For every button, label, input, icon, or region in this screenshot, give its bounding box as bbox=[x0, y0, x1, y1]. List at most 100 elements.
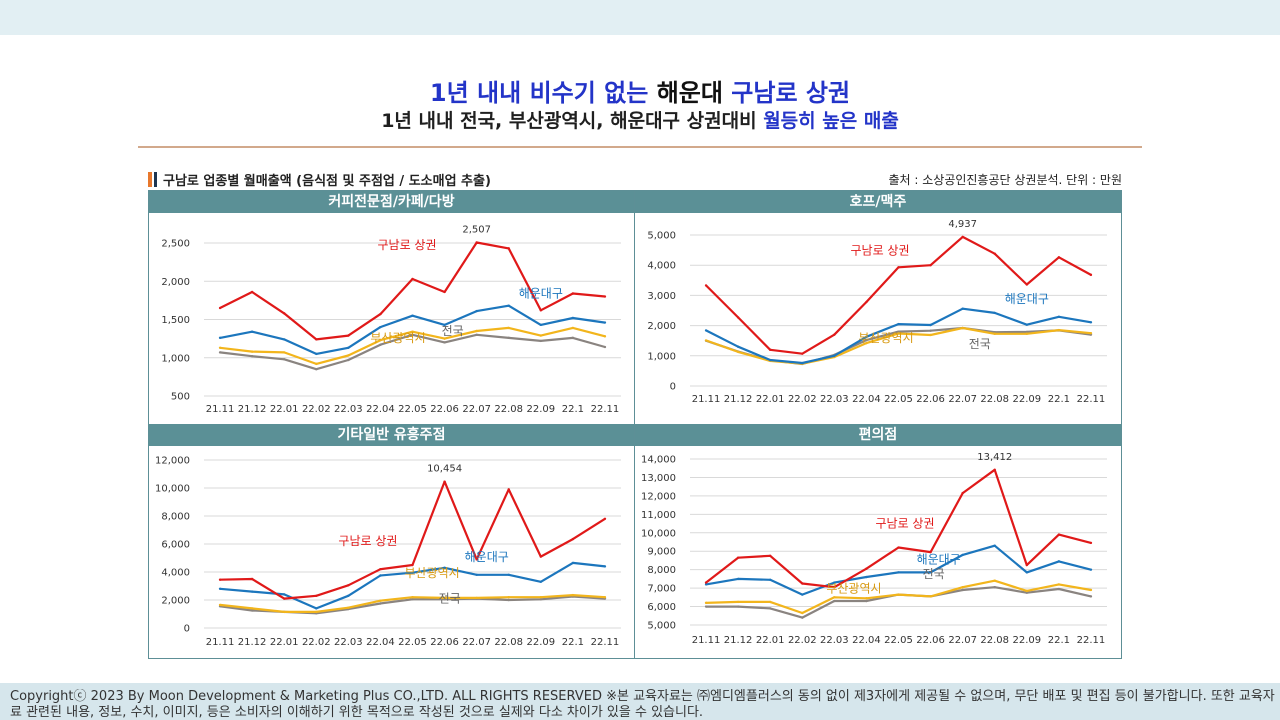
x-tick-label: 22.11 bbox=[591, 404, 620, 415]
data-point-haeundae bbox=[865, 335, 868, 338]
data-point-national bbox=[507, 598, 510, 602]
data-point-haeundae bbox=[411, 314, 414, 317]
x-tick-label: 22.09 bbox=[1012, 635, 1041, 646]
y-tick-label: 3,000 bbox=[647, 291, 676, 302]
x-tick-label: 21.11 bbox=[692, 635, 721, 646]
section-title-text: 구남로 업종별 월매출액 (음식점 및 주점업 / 도소매업 추출) bbox=[163, 174, 491, 189]
data-point-haeundae bbox=[539, 323, 543, 327]
data-point-national bbox=[218, 351, 222, 354]
series-label-haeundae: 해운대구 bbox=[917, 552, 961, 566]
data-point-busan bbox=[571, 326, 575, 330]
section-marker-navy bbox=[154, 172, 157, 187]
x-tick-label: 22.05 bbox=[398, 404, 427, 415]
data-point-haeundae bbox=[1089, 568, 1093, 571]
x-tick-label: 22.07 bbox=[948, 394, 977, 405]
peak-data-label: 10,454 bbox=[427, 464, 462, 475]
series-label-national: 전국 bbox=[969, 337, 991, 351]
x-tick-label: 22.01 bbox=[756, 394, 785, 405]
chart-title: 커피전문점/카페/다방 bbox=[149, 191, 634, 213]
data-point-haeundae bbox=[929, 323, 932, 327]
page-title: 1년 내내 비수기 없는 해운대 구남로 상권 bbox=[0, 73, 1280, 108]
data-point-gunamro bbox=[961, 491, 964, 495]
data-point-gunamro bbox=[315, 594, 318, 597]
title-divider bbox=[138, 146, 1142, 148]
data-point-gunamro bbox=[929, 264, 932, 267]
x-tick-label: 22.06 bbox=[916, 394, 945, 405]
series-label-gunamro: 구남로 상권 bbox=[851, 243, 910, 257]
series-label-gunamro: 구남로 상권 bbox=[876, 517, 935, 531]
y-tick-label: 2,000 bbox=[161, 277, 190, 288]
data-point-gunamro bbox=[218, 306, 222, 310]
data-point-haeundae bbox=[961, 307, 964, 310]
y-tick-label: 12,000 bbox=[641, 491, 676, 502]
data-point-gunamro bbox=[443, 290, 446, 294]
data-point-gunamro bbox=[347, 584, 350, 587]
x-tick-label: 22.05 bbox=[884, 394, 913, 405]
data-point-gunamro bbox=[379, 312, 382, 316]
data-point-haeundae bbox=[571, 561, 575, 565]
y-tick-label: 9,000 bbox=[647, 547, 676, 558]
data-point-haeundae bbox=[282, 593, 286, 596]
y-tick-label: 2,000 bbox=[647, 321, 676, 332]
data-point-haeundae bbox=[443, 566, 446, 569]
data-point-national bbox=[736, 605, 740, 608]
data-point-busan bbox=[961, 326, 964, 330]
data-point-national bbox=[1089, 595, 1093, 598]
peak-data-label: 13,412 bbox=[977, 452, 1012, 463]
data-point-haeundae bbox=[897, 571, 900, 574]
data-point-national bbox=[347, 358, 350, 362]
data-point-haeundae bbox=[1025, 571, 1029, 574]
y-tick-label: 2,000 bbox=[161, 596, 190, 607]
x-tick-label: 22.09 bbox=[1012, 394, 1041, 405]
data-point-haeundae bbox=[218, 587, 222, 590]
data-point-busan bbox=[218, 603, 222, 607]
x-tick-label: 22.08 bbox=[494, 404, 523, 415]
data-point-gunamro bbox=[1025, 563, 1029, 567]
y-tick-label: 4,000 bbox=[647, 261, 676, 272]
x-tick-label: 22.04 bbox=[366, 404, 395, 415]
data-point-gunamro bbox=[865, 300, 868, 304]
data-point-busan bbox=[507, 326, 510, 330]
data-point-haeundae bbox=[1057, 315, 1061, 319]
chart-panel-coffee: 커피전문점/카페/다방 500 1,000 1,500 2,000 2,500 21.11… bbox=[149, 191, 634, 422]
data-point-gunamro bbox=[411, 563, 414, 567]
data-point-national bbox=[1025, 591, 1029, 594]
series-label-busan: 부산광역시 bbox=[405, 566, 460, 580]
data-point-busan bbox=[865, 597, 868, 600]
y-tick-label: 0 bbox=[670, 382, 676, 393]
series-label-busan: 부산광역시 bbox=[370, 331, 425, 345]
data-point-gunamro bbox=[833, 585, 836, 589]
data-point-gunamro bbox=[539, 555, 543, 558]
data-point-gunamro bbox=[507, 247, 510, 250]
data-point-gunamro bbox=[801, 352, 804, 355]
data-point-gunamro bbox=[250, 577, 254, 581]
y-tick-label: 10,000 bbox=[641, 528, 676, 539]
x-tick-label: 22.03 bbox=[820, 635, 849, 646]
data-point-gunamro bbox=[1057, 533, 1061, 536]
x-tick-label: 22.08 bbox=[494, 637, 523, 648]
data-point-busan bbox=[603, 596, 607, 599]
data-point-haeundae bbox=[768, 578, 772, 582]
x-tick-label: 21.11 bbox=[692, 394, 721, 405]
data-point-national bbox=[507, 336, 510, 340]
x-tick-label: 22.08 bbox=[980, 394, 1009, 405]
data-point-gunamro bbox=[539, 309, 543, 312]
title-part-1: 1년 내내 비수기 없는 bbox=[429, 79, 657, 107]
data-point-busan bbox=[250, 607, 254, 610]
data-point-busan bbox=[736, 600, 740, 604]
source-note: 출처 : 소상공인진흥공단 상권분석. 단위 : 만원 bbox=[888, 173, 1122, 187]
data-point-busan bbox=[539, 334, 543, 337]
series-label-busan: 부산광역시 bbox=[858, 331, 913, 345]
y-tick-label: 8,000 bbox=[647, 565, 676, 576]
data-point-national bbox=[443, 341, 446, 344]
subtitle-part-1: 1년 내내 전국, 부산광역시, 해운대구 상권대비 bbox=[381, 110, 764, 132]
x-tick-label: 22.03 bbox=[820, 394, 849, 405]
data-point-gunamro bbox=[282, 597, 286, 600]
data-point-haeundae bbox=[218, 336, 222, 340]
data-point-gunamro bbox=[961, 235, 964, 239]
data-point-haeundae bbox=[1089, 321, 1093, 324]
data-point-haeundae bbox=[1057, 560, 1061, 563]
data-point-national bbox=[571, 336, 575, 340]
x-tick-label: 22.03 bbox=[334, 637, 363, 648]
